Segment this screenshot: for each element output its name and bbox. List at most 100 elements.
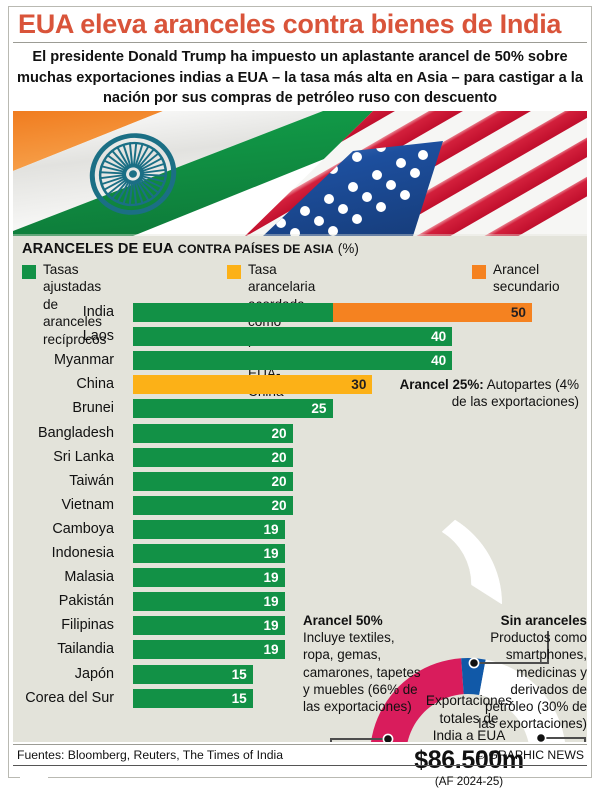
- bar-row-label: Corea del Sur: [25, 689, 114, 706]
- bar-value-label: 25: [311, 401, 327, 417]
- bar-row: Vietnam 20: [13, 495, 587, 516]
- bar-row-label: Laos: [82, 328, 114, 345]
- chart-legend: Tasas ajustadas de aranceles recíprocos …: [22, 262, 582, 399]
- title-divider: [13, 42, 587, 43]
- ashoka-chakra-icon: [89, 133, 177, 215]
- bar-value-label: 15: [231, 666, 247, 682]
- bar-value-label: 19: [263, 618, 279, 634]
- footer-divider-bottom: [13, 765, 587, 766]
- bar-row-label: Camboya: [52, 520, 114, 537]
- bar-row: Pakistán 19: [13, 591, 587, 612]
- bar-value-label: 19: [263, 642, 279, 658]
- bar-value-label: 20: [271, 449, 287, 465]
- legend-swatch-green: [22, 265, 36, 279]
- legend-label-orange: Arancel secundario: [493, 262, 560, 295]
- bar-row-label: Taiwán: [69, 472, 114, 489]
- bar-segment: [133, 640, 285, 660]
- bar-row: Bangladesh 20: [13, 423, 587, 444]
- callout-sin-aranceles-title: Sin aranceles: [500, 613, 587, 628]
- bar-row-label: Japón: [74, 665, 114, 682]
- bar-row: Taiwán 20: [13, 471, 587, 492]
- bar-row: India 50: [13, 302, 587, 323]
- bar-segment: [133, 303, 333, 322]
- bar-row: Myanmar 40: [13, 350, 587, 371]
- bar-row: Corea del Sur 15: [13, 688, 587, 709]
- legend-label-green: Tasas ajustadas de aranceles recíprocos: [43, 262, 107, 347]
- bar-value-label: 20: [271, 425, 287, 441]
- bar-segment: [133, 592, 285, 612]
- footer: Fuentes: Bloomberg, Reuters, The Times o…: [13, 744, 587, 766]
- bar-row: Brunei 25: [13, 398, 587, 419]
- flags-illustration: [13, 111, 587, 236]
- callout-arancel-25-text: Autopartes (4% de las exportaciones): [451, 377, 579, 410]
- bar-value-label: 20: [271, 473, 287, 489]
- bar-value-label: 15: [231, 690, 247, 706]
- bar-row-label: Sri Lanka: [53, 448, 114, 465]
- donut-center-period: (AF 2024-25): [434, 774, 504, 788]
- bar-value-label: 30: [351, 377, 367, 393]
- bar-value-label: 50: [510, 305, 526, 320]
- legend-swatch-yellow: [227, 265, 241, 279]
- bar-row: China 30: [13, 374, 587, 395]
- bar-value-label: 19: [263, 570, 279, 586]
- bar-row-label: China: [76, 376, 114, 393]
- callout-dot-left: [382, 733, 394, 742]
- legend-swatch-orange: [472, 265, 486, 279]
- bar-segment: [133, 544, 285, 563]
- callout-arancel-25-title: Arancel 25%:: [399, 377, 484, 392]
- footer-divider-top: [13, 744, 587, 745]
- bar-row-label: Bangladesh: [37, 424, 114, 441]
- footer-sources: Fuentes: Bloomberg, Reuters, The Times o…: [17, 748, 283, 762]
- bar-value-label: 20: [271, 497, 287, 513]
- donut-center-amount: $86.500m: [414, 745, 524, 774]
- bar-row: Tailandia 19: [13, 639, 587, 660]
- bar-row-label: Myanmar: [54, 352, 114, 369]
- footer-credit: © GRAPHIC NEWS: [476, 748, 584, 762]
- india-usa-flags-photo: [13, 111, 587, 236]
- bar-segment: [133, 616, 285, 636]
- donut-center-line1: Exportaciones: [425, 693, 513, 708]
- bar-segment: [133, 399, 333, 419]
- bar-row-label: Malasia: [64, 569, 114, 586]
- callout-arancel-50: Arancel 50% Incluye textiles, ropa, gema…: [303, 612, 423, 715]
- bar-segment: [133, 664, 253, 684]
- bar-segment: [133, 471, 293, 491]
- bar-row: Japón 15: [13, 664, 587, 685]
- donut-center-line2: totales de: [439, 710, 499, 726]
- callout-arancel-50-text: Incluye textiles, ropa, gemas, camarones…: [303, 630, 421, 715]
- bar-row-label: Filipinas: [61, 617, 114, 634]
- bar-segment: [133, 375, 373, 395]
- bar-row-label: Tailandia: [57, 641, 114, 658]
- chart-title-main: ARANCELES DE EUA: [22, 241, 174, 257]
- bar-value-label: 40: [431, 329, 447, 345]
- bar-segment: [133, 351, 453, 371]
- bar-row-label: India: [82, 304, 114, 320]
- chart-title: ARANCELES DE EUA CONTRA PAÍSES DE ASIA (…: [22, 241, 359, 257]
- bar-segment: [133, 519, 285, 539]
- frame-notch: [33, 778, 59, 789]
- callout-arancel-25: Arancel 25%: Autopartes (4% de las expor…: [389, 376, 579, 410]
- bar-value-label: 40: [431, 353, 447, 369]
- bar-chart: India 50 Laos 40 Myanmar 40 China 30 Brunei 25 Ban…: [13, 302, 587, 712]
- callout-line-left: [330, 738, 388, 742]
- callout-arancel-50-title: Arancel 50%: [303, 613, 383, 628]
- bar-segment: [133, 447, 293, 467]
- callout-sin-aranceles-text: Productos como smartphones, medicinas y …: [478, 630, 587, 732]
- chart-title-rest: CONTRA PAÍSES DE ASIA: [177, 242, 334, 256]
- standfirst-text: El presidente Donald Trump ha impuesto u…: [17, 49, 583, 107]
- donut-center-line3: India a EUA: [432, 728, 506, 744]
- bar-row-label: Vietnam: [61, 496, 114, 513]
- page-title-text: EUA eleva aranceles contra bienes de Ind…: [18, 9, 562, 39]
- bar-segment: [133, 568, 285, 588]
- bar-segment: [133, 423, 293, 443]
- bar-row-label: Pakistán: [58, 593, 114, 610]
- bar-row: Indonesia 19: [13, 543, 587, 564]
- page-title: EUA eleva aranceles contra bienes de Ind…: [9, 7, 591, 41]
- chart-title-unit: (%): [337, 241, 359, 256]
- bar-row-label: Indonesia: [51, 545, 114, 561]
- chart-panel: ARANCELES DE EUA CONTRA PAÍSES DE ASIA (…: [13, 236, 587, 788]
- bar-value-label: 19: [263, 594, 279, 610]
- bar-row: Camboya 19: [13, 519, 587, 540]
- donut-center-label: Exportaciones totales de India a EUA $86…: [395, 692, 543, 789]
